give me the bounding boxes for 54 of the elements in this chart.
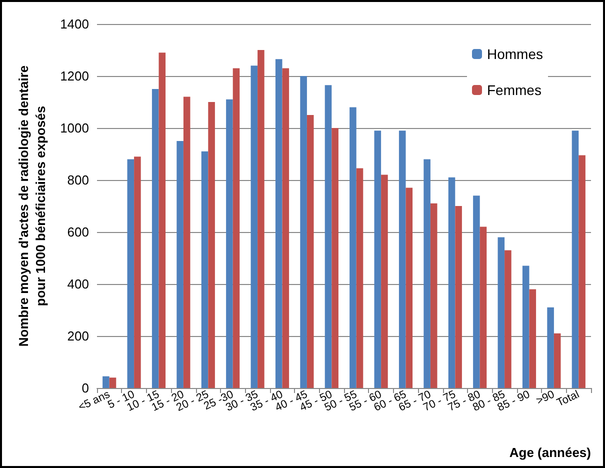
bar: [448, 177, 456, 388]
y-tick-label: 800: [67, 172, 89, 188]
bar: [109, 378, 116, 388]
bar: [332, 128, 338, 388]
bar: [275, 59, 282, 388]
bar: [201, 151, 208, 388]
bar: [258, 50, 264, 388]
bar: [572, 130, 579, 388]
bar: [480, 226, 487, 388]
bar: [504, 250, 512, 388]
y-tick-label: 1000: [60, 120, 89, 136]
bar: [134, 156, 141, 388]
bar: [306, 115, 314, 388]
bar: [455, 206, 462, 388]
bar: [127, 159, 134, 388]
bar: [522, 266, 530, 388]
bar: [498, 237, 505, 388]
bar: [158, 52, 166, 388]
bar: [398, 130, 406, 388]
bar: [324, 85, 332, 388]
bar: [529, 289, 536, 388]
bar: [232, 68, 240, 388]
bar: [226, 99, 233, 388]
bar: [430, 203, 438, 388]
bar: [152, 89, 159, 388]
bar: [424, 159, 430, 388]
x-tick-label: Total: [555, 388, 582, 410]
bar: [547, 307, 554, 388]
x-axis-title: Age (années): [509, 445, 591, 460]
bar: [356, 168, 364, 388]
legend-label: Femmes: [486, 82, 542, 98]
y-tick-label: 0: [82, 380, 89, 396]
y-tick-label: 400: [67, 276, 89, 292]
y-tick-label: 1200: [60, 68, 89, 84]
bar: [374, 130, 382, 388]
bar: [473, 196, 480, 388]
bar: [578, 155, 586, 388]
bar: [381, 174, 388, 388]
y-tick-label: 600: [67, 224, 89, 240]
bar: [208, 102, 215, 388]
bar: [176, 141, 184, 388]
bar: [406, 188, 413, 388]
bar: [554, 333, 561, 388]
bar: [102, 376, 110, 388]
y-tick-label: 200: [67, 328, 89, 344]
x-tick-label: >90: [534, 388, 556, 408]
bar: [183, 96, 190, 388]
legend-label: Hommes: [486, 46, 544, 62]
bar: [350, 107, 356, 388]
bar: [250, 66, 258, 388]
bar: [300, 76, 307, 388]
y-axis-title: Nombre moyen d'actes de radiologie dentaire pour 1000 bénéficiaires exposés: [16, 65, 48, 347]
y-tick-label: 1400: [60, 16, 89, 32]
bar: [282, 68, 290, 388]
